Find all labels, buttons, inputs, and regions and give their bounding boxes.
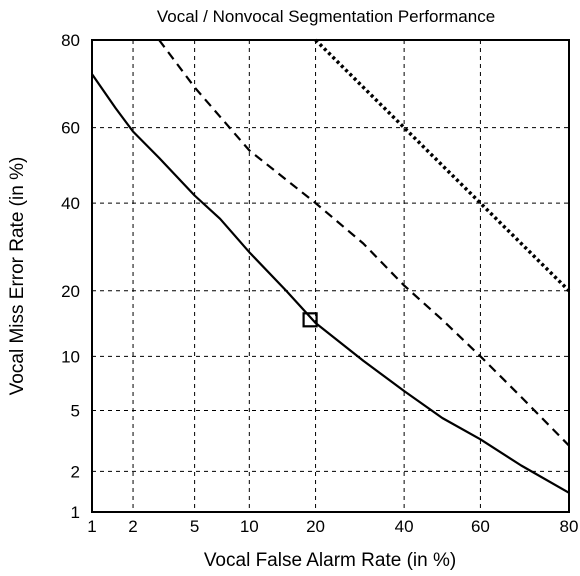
x-tick-label: 60: [471, 517, 490, 536]
x-tick-label: 40: [395, 517, 414, 536]
y-axis-ticks: 1 2 5 10 20 40 60 80: [61, 31, 80, 522]
markers-group: [302, 312, 318, 328]
y-tick-label: 80: [61, 31, 80, 50]
y-tick-label: 1: [71, 503, 80, 522]
chart-title: Vocal / Nonvocal Segmentation Performanc…: [157, 7, 495, 26]
operating-point-marker: [302, 312, 318, 328]
series-line-dotted: [314, 38, 571, 293]
series-group: [91, 38, 571, 494]
x-tick-label: 20: [306, 517, 325, 536]
y-tick-label: 10: [61, 347, 80, 366]
x-tick-label: 80: [560, 517, 579, 536]
grid-lines: [92, 40, 569, 512]
x-axis-label: Vocal False Alarm Rate (in %): [204, 550, 456, 571]
x-tick-label: 5: [190, 517, 199, 536]
x-tick-label: 10: [240, 517, 259, 536]
series-line-solid: [91, 73, 570, 494]
y-tick-label: 40: [61, 194, 80, 213]
y-tick-label: 20: [61, 282, 80, 301]
y-tick-label: 5: [71, 401, 80, 420]
y-tick-label: 60: [61, 119, 80, 138]
x-tick-label: 2: [128, 517, 137, 536]
x-tick-label: 1: [87, 517, 96, 536]
series-line-dashed: [158, 39, 570, 447]
y-tick-label: 2: [71, 462, 80, 481]
plot-frame: [91, 39, 570, 513]
x-axis-ticks: 1 2 5 10 20 40 60 80: [87, 517, 578, 536]
y-axis-label: Vocal Miss Error Rate (in %): [7, 157, 28, 396]
